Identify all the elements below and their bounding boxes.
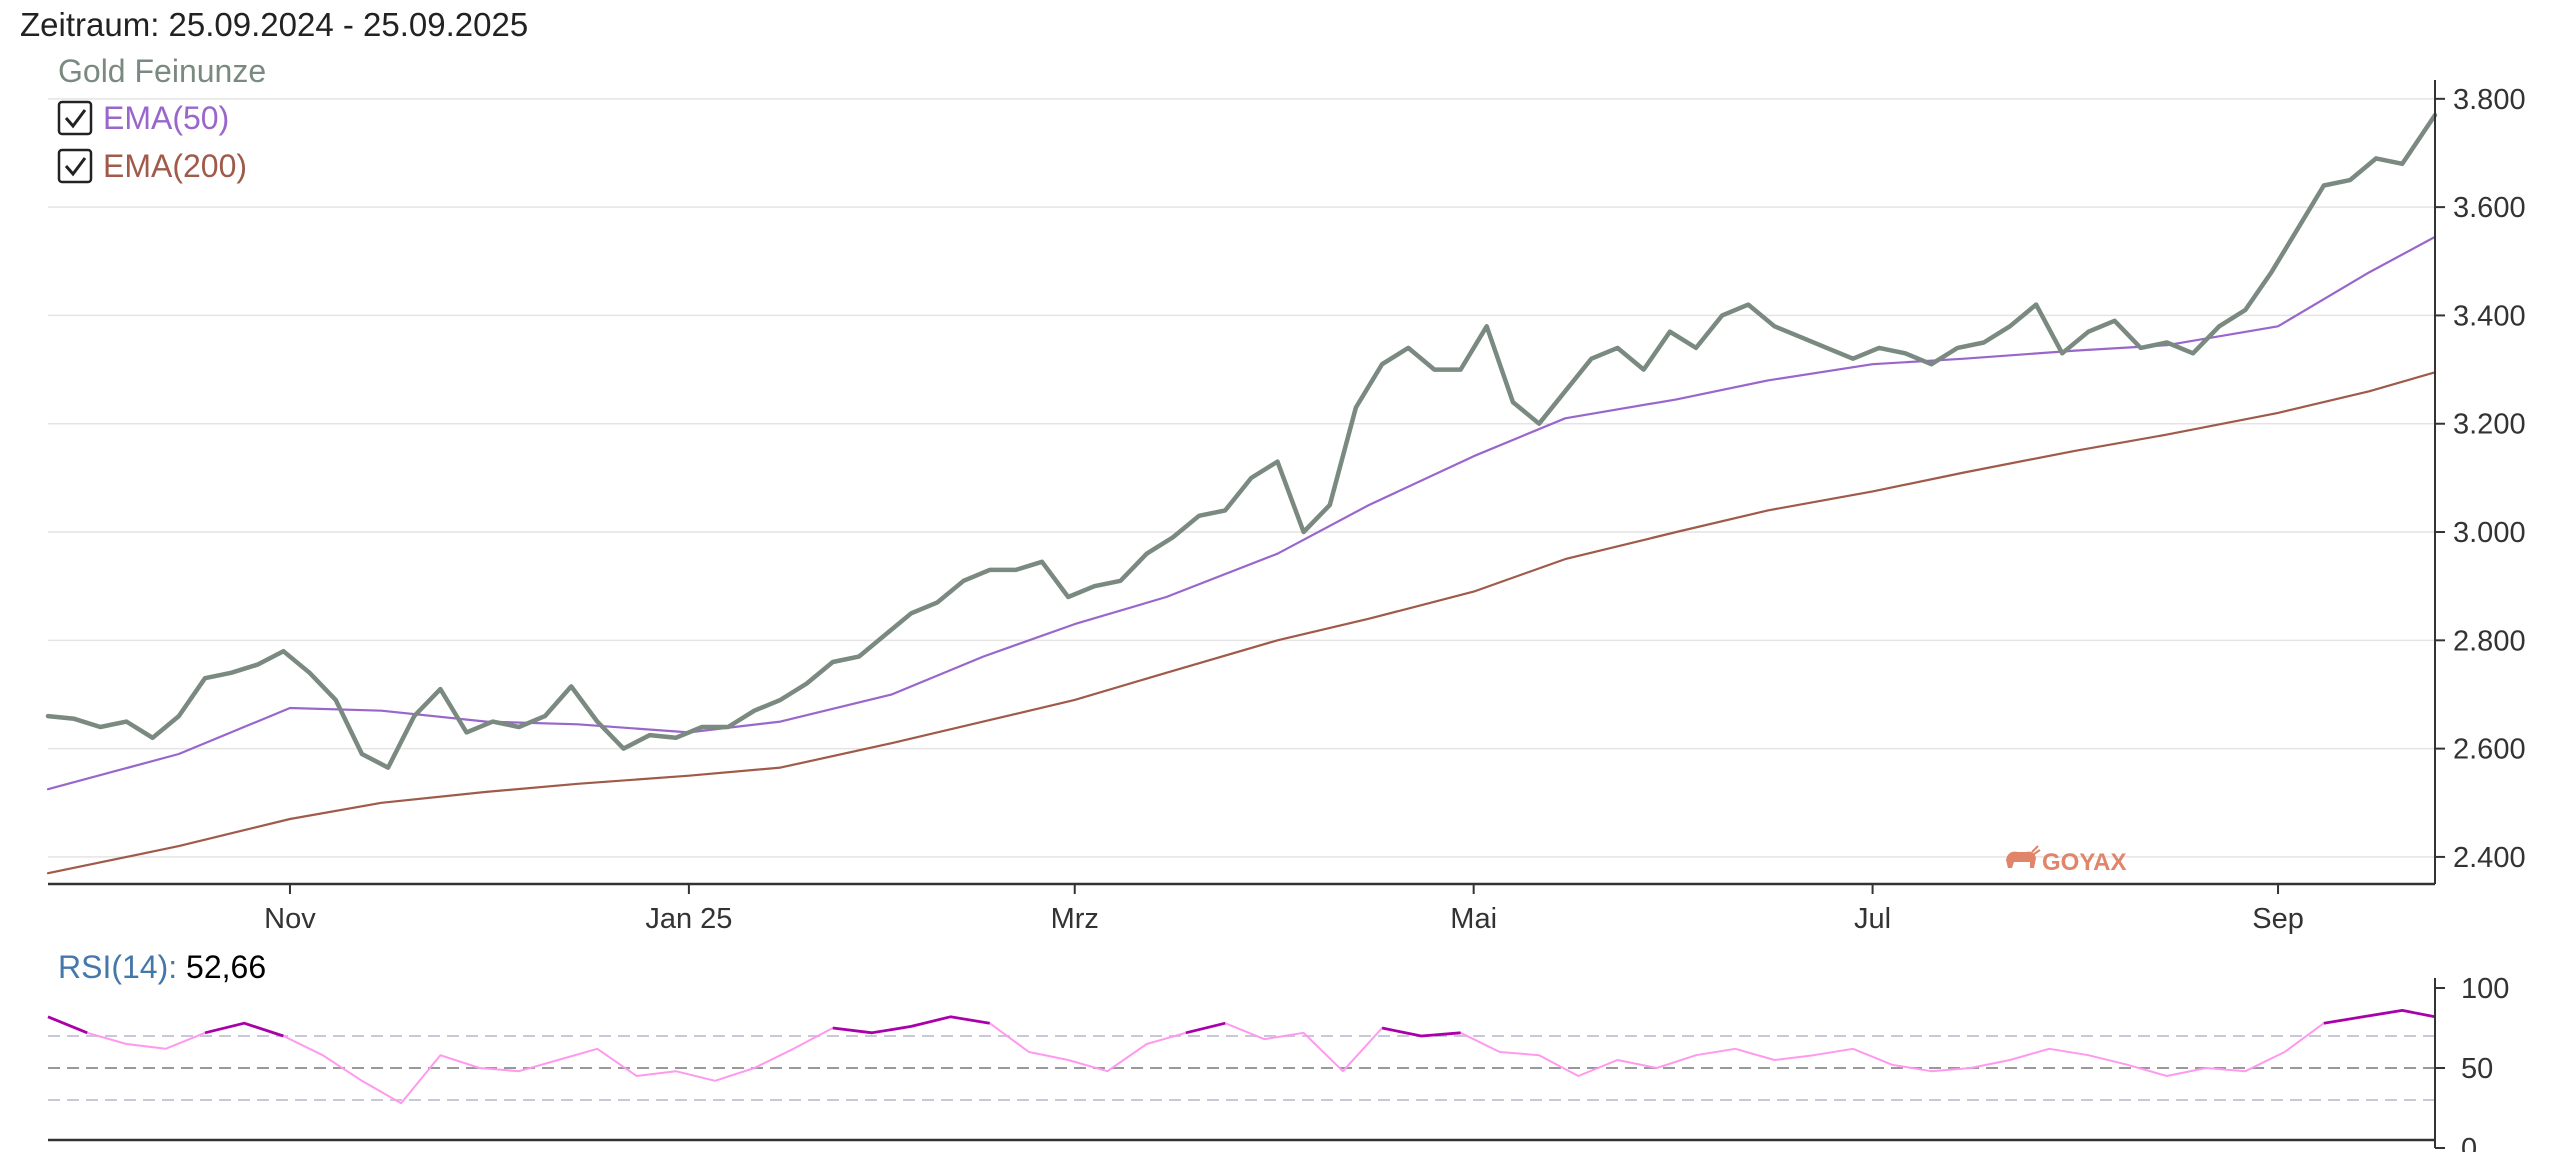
rsi-extreme-segment	[47, 1015, 88, 1035]
ema50-check-icon	[64, 109, 87, 129]
ytick-label-3400: 3.400	[2453, 300, 2526, 332]
rsi-ytick-label-0: 0	[2461, 1133, 2477, 1152]
ema200-line	[46, 371, 2437, 875]
xtick-label-1: Jan 25	[645, 903, 732, 935]
rsi-line	[47, 1009, 2436, 1105]
ytick-label-3200: 3.200	[2453, 409, 2526, 441]
ytick-label-2800: 2.800	[2453, 625, 2526, 657]
main-axes: 2.400 2.600 2.800 3.000 3.200 3.400 3.600 3.800…	[48, 80, 2526, 935]
rsi-ytick-label-100: 100	[2461, 973, 2509, 1005]
ytick-label-3800: 3.800	[2453, 84, 2526, 116]
rsi-title: RSI(14)	[58, 949, 168, 985]
bull-logo-icon	[2006, 845, 2041, 868]
xtick-label-5: Sep	[2252, 903, 2304, 935]
rsi-extreme-segment	[204, 1021, 284, 1038]
period-label: Zeitraum: 25.09.2024 - 25.09.2025	[20, 6, 529, 43]
legend-ema200: EMA(200)	[103, 148, 247, 184]
main-grid	[48, 98, 2435, 858]
legend-ema200-item[interactable]: EMA(200)	[57, 148, 247, 184]
rsi-reference-lines	[48, 1035, 2435, 1101]
legend-ema50: EMA(50)	[103, 100, 229, 136]
xtick-label-4: Jul	[1854, 903, 1891, 935]
rsi-colon: :	[168, 949, 186, 985]
xtick-label-2: Mrz	[1051, 903, 1099, 935]
gold-feinunze-line	[45, 112, 2438, 770]
legend-gold-feinunze: Gold Feinunze	[58, 53, 266, 89]
rsi-extreme-segment	[2323, 1009, 2436, 1025]
xtick-label-3: Mai	[1450, 903, 1497, 935]
ema50-checkbox[interactable]	[57, 100, 93, 136]
rsi-extreme-segment	[1185, 1021, 1226, 1035]
watermark-text: GOYAX	[2042, 849, 2126, 876]
rsi-extreme-segment	[1381, 1026, 1461, 1038]
rsi-panel-label: RSI(14): 52,66	[58, 949, 266, 985]
ema200-check-icon	[64, 157, 87, 177]
ytick-label-3000: 3.000	[2453, 517, 2526, 549]
xtick-label-0: Nov	[264, 903, 316, 935]
main-series	[45, 112, 2438, 875]
rsi-axes: 100 50 0	[48, 973, 2509, 1152]
legend-ema50-item[interactable]: EMA(50)	[57, 100, 229, 136]
ytick-label-2400: 2.400	[2453, 842, 2526, 874]
rsi-extreme-segment	[832, 1015, 990, 1035]
ytick-label-3600: 3.600	[2453, 192, 2526, 224]
ema200-checkbox[interactable]	[57, 148, 93, 184]
rsi-series	[47, 1009, 2436, 1105]
ema50-line	[46, 235, 2437, 791]
ytick-label-2600: 2.600	[2453, 734, 2526, 766]
goyax-watermark: GOYAX	[2006, 845, 2126, 876]
rsi-last-value: 52,66	[186, 949, 266, 985]
rsi-ytick-label-50: 50	[2461, 1053, 2493, 1085]
